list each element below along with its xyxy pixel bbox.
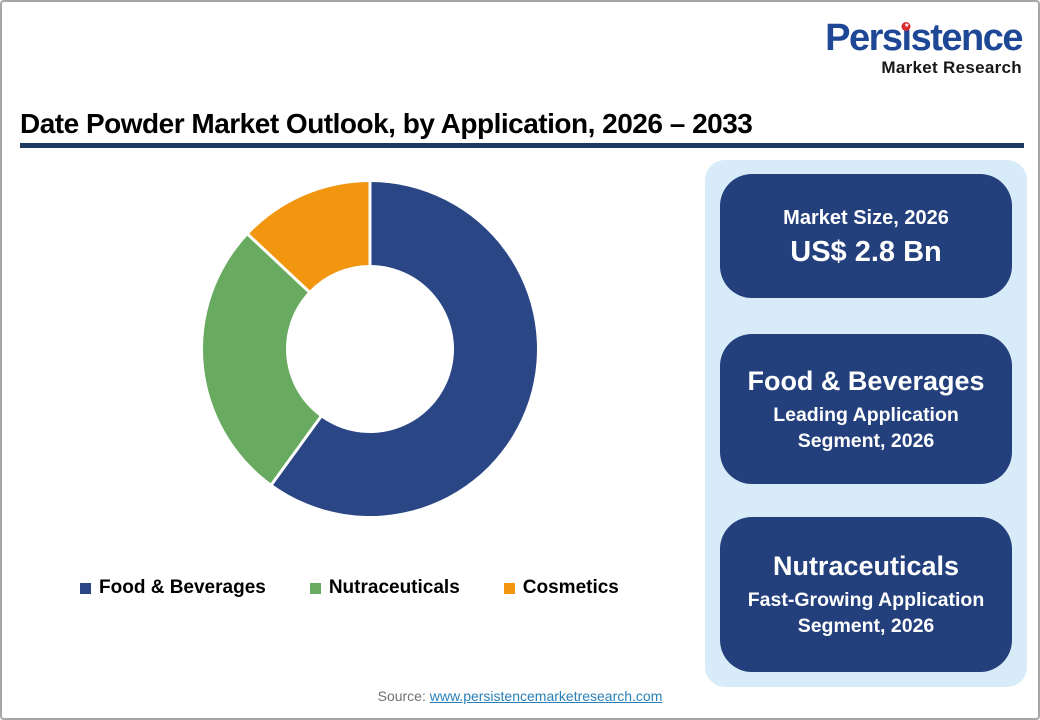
page-title: Date Powder Market Outlook, by Applicati… (20, 108, 753, 139)
chart-legend: Food & Beverages Nutraceuticals Cosmetic… (80, 577, 663, 599)
legend-swatch-cosmetics (503, 582, 515, 594)
donut-svg (202, 180, 537, 516)
donut-slice-0 (271, 182, 537, 516)
logo-subtitle: Market Research (881, 58, 1022, 77)
slice-gap (269, 414, 324, 487)
legend-label-food-beverages: Food & Beverages (99, 577, 266, 598)
legend-item-nutraceuticals: Nutraceuticals (309, 577, 460, 599)
slice-gap (245, 232, 312, 294)
legend-swatch-nutraceuticals (309, 582, 321, 594)
source-link[interactable]: www.persistencemarketresearch.com (429, 688, 663, 704)
leading-segment-name: Food & Beverages (747, 365, 985, 396)
card-market-size: Market Size, 2026 US$ 2.8 Bn (720, 174, 1012, 298)
brand-logo: Persı ★ stence Market Research (825, 17, 1023, 77)
donut-slice-1 (202, 234, 321, 485)
market-size-label: Market Size, 2026 (783, 206, 949, 229)
card-leading-segment: Food & Beverages Leading Application Seg… (720, 334, 1012, 484)
leading-segment-desc: Leading Application Segment, 2026 (773, 403, 959, 452)
legend-label-cosmetics: Cosmetics (522, 577, 619, 598)
legend-label-nutraceuticals: Nutraceuticals (328, 577, 460, 598)
market-size-value: US$ 2.8 Bn (790, 235, 942, 268)
fast-growing-segment-desc: Fast-Growing Application Segment, 2026 (747, 589, 985, 637)
card-fast-growing-segment: Nutraceuticals Fast-Growing Application … (720, 517, 1012, 672)
legend-item-cosmetics: Cosmetics (503, 577, 619, 599)
highlights-panel: Market Size, 2026 US$ 2.8 Bn Food & Beve… (705, 160, 1027, 687)
logo-brand-text: Persı ★ stence (825, 17, 1023, 59)
donut-chart (196, 175, 544, 523)
donut-slice-2 (248, 182, 370, 292)
source-line: Source: www.persistencemarketresearch.co… (2, 688, 1038, 704)
fast-growing-segment-name: Nutraceuticals (772, 551, 960, 581)
title-underline (20, 143, 1024, 148)
source-label: Source: (377, 688, 426, 704)
legend-swatch-food-beverages (80, 582, 91, 594)
legend-item-food-beverages: Food & Beverages (80, 577, 266, 599)
